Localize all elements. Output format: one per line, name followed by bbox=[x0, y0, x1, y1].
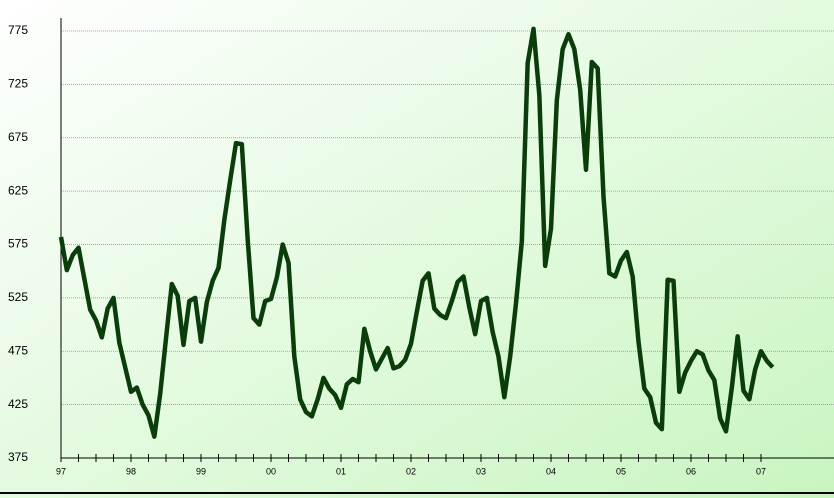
x-tick-label: 06 bbox=[686, 466, 696, 476]
plot: 375 425 475 525 575 625 675 725 775 97 98 99 00 01 02 0… bbox=[8, 18, 834, 476]
x-tick-label: 99 bbox=[196, 466, 206, 476]
x-tick-label: 98 bbox=[126, 466, 136, 476]
y-tick-label: 425 bbox=[8, 397, 28, 411]
y-tick-label: 575 bbox=[8, 237, 28, 251]
y-tick-label: 375 bbox=[8, 450, 28, 464]
x-tick-label: 04 bbox=[546, 466, 556, 476]
x-tick-label: 05 bbox=[616, 466, 626, 476]
x-tick-label: 07 bbox=[756, 466, 766, 476]
y-tick-label: 725 bbox=[8, 77, 28, 91]
x-tick-label: 02 bbox=[406, 466, 416, 476]
line-series bbox=[58, 26, 775, 439]
x-tick-label: 01 bbox=[336, 466, 346, 476]
y-tick-label: 475 bbox=[8, 343, 28, 357]
y-tick-label: 675 bbox=[8, 130, 28, 144]
x-tick-label: 97 bbox=[56, 466, 66, 476]
y-tick-label: 525 bbox=[8, 290, 28, 304]
x-tick-label: 03 bbox=[476, 466, 486, 476]
y-tick-label: 775 bbox=[8, 23, 28, 37]
y-tick-label: 625 bbox=[8, 183, 28, 197]
x-tick-label: 00 bbox=[266, 466, 276, 476]
